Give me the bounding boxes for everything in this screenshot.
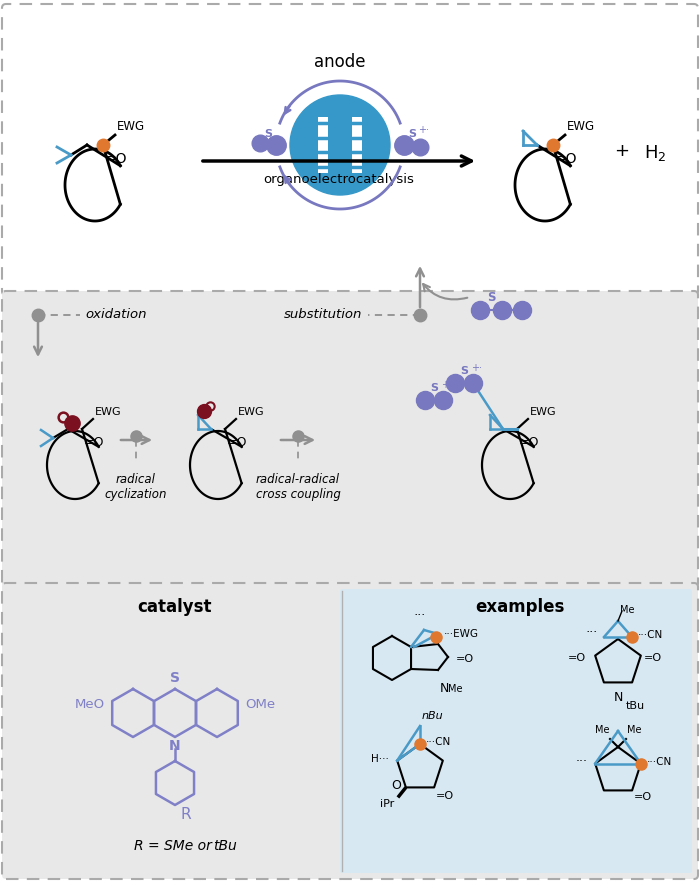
Text: =O: =O — [436, 791, 454, 802]
Text: Me: Me — [620, 605, 634, 615]
Text: =O: =O — [519, 436, 540, 449]
Text: examples: examples — [475, 598, 565, 616]
Text: =O: =O — [634, 792, 652, 803]
FancyBboxPatch shape — [2, 583, 698, 879]
Text: oxidation: oxidation — [85, 308, 146, 321]
Text: =O: =O — [568, 653, 586, 663]
Text: OMe: OMe — [245, 698, 275, 712]
Text: =O: =O — [555, 152, 578, 166]
Text: ···CN: ···CN — [647, 757, 672, 766]
Text: O: O — [391, 779, 401, 792]
Text: ···CN: ···CN — [426, 737, 452, 747]
Text: tBu: tBu — [626, 701, 645, 711]
Text: Me: Me — [626, 725, 641, 735]
Text: N: N — [169, 739, 181, 753]
Text: ···: ··· — [575, 755, 587, 768]
Text: catalyst: catalyst — [138, 598, 212, 616]
Text: +·: +· — [441, 380, 452, 390]
Text: EWG: EWG — [117, 120, 145, 133]
Text: S: S — [170, 671, 180, 685]
Text: S: S — [460, 366, 468, 376]
Text: EWG: EWG — [567, 120, 595, 133]
Bar — [318, 117, 328, 173]
Text: radical-radical
cross coupling: radical-radical cross coupling — [256, 473, 340, 501]
Text: ···EWG: ···EWG — [444, 629, 479, 639]
Text: =O: =O — [84, 436, 104, 449]
Text: R: R — [180, 807, 190, 822]
Text: +·: +· — [418, 125, 429, 135]
FancyBboxPatch shape — [2, 4, 698, 295]
Text: N: N — [440, 682, 449, 695]
Text: ···: ··· — [414, 609, 426, 622]
Text: H$_2$: H$_2$ — [644, 143, 666, 163]
Bar — [352, 117, 362, 173]
Text: nBu: nBu — [422, 711, 444, 721]
Text: ···: ··· — [586, 627, 598, 639]
Text: EWG: EWG — [95, 407, 122, 417]
Text: tBu: tBu — [213, 839, 237, 853]
Text: EWG: EWG — [530, 407, 556, 417]
Text: Me: Me — [595, 725, 609, 735]
Text: anode: anode — [314, 53, 365, 71]
Text: =O: =O — [105, 152, 127, 166]
Bar — [328, 117, 352, 173]
Text: =O: =O — [456, 654, 474, 664]
Text: S: S — [408, 129, 416, 139]
Text: S: S — [264, 129, 272, 139]
Text: substitution: substitution — [284, 308, 362, 321]
Text: +·: +· — [471, 363, 482, 373]
Text: organoelectrocatalysis: organoelectrocatalysis — [264, 173, 414, 186]
Circle shape — [290, 95, 390, 195]
Text: =O: =O — [227, 436, 248, 449]
Text: S: S — [486, 291, 496, 304]
Text: H···: H··· — [371, 753, 389, 764]
Text: S: S — [430, 383, 438, 393]
Text: EWG: EWG — [238, 407, 265, 417]
Text: ···CN: ···CN — [638, 630, 664, 640]
Text: radical
cyclization: radical cyclization — [105, 473, 167, 501]
Text: Me: Me — [448, 684, 463, 694]
Text: iPr: iPr — [379, 799, 394, 810]
Text: =O: =O — [644, 653, 662, 663]
Text: N: N — [613, 691, 623, 704]
Text: +: + — [615, 142, 629, 160]
FancyBboxPatch shape — [340, 589, 692, 873]
Text: R = SMe or: R = SMe or — [134, 839, 216, 853]
Text: MeO: MeO — [75, 698, 105, 712]
FancyBboxPatch shape — [2, 291, 698, 587]
